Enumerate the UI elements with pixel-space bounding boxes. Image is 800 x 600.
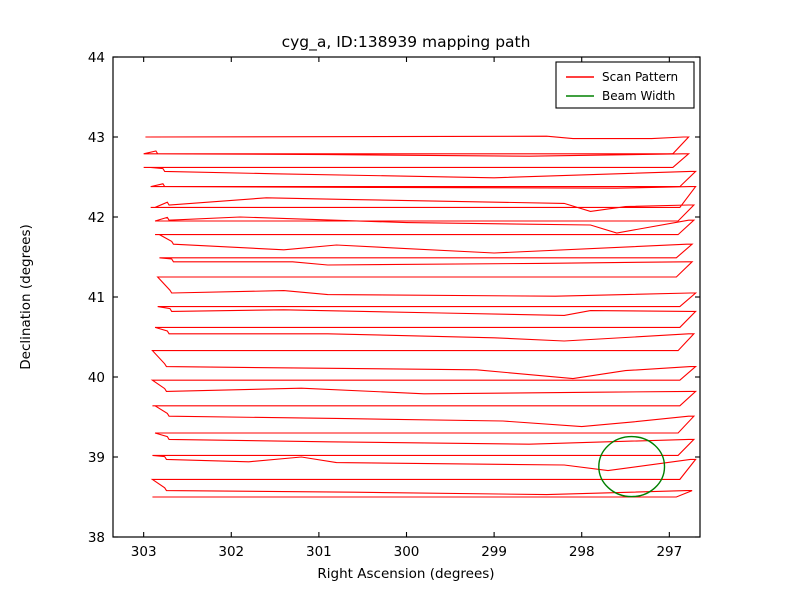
x-tick-label: 297	[656, 544, 682, 560]
y-tick-group: 38 39 40 41 42 43 44	[88, 50, 700, 546]
y-tick-label: 44	[88, 50, 105, 66]
scan-pattern-layer	[143, 135, 698, 498]
plot-frame	[112, 56, 701, 538]
beam-width-layer	[598, 435, 666, 498]
x-tick-label: 300	[394, 544, 420, 560]
x-tick-label: 298	[569, 544, 595, 560]
legend[interactable]: Scan Pattern Beam Width	[555, 61, 695, 109]
y-tick-label: 38	[88, 530, 105, 546]
chart-title: cyg_a, ID:138939 mapping path	[282, 33, 531, 52]
x-axis-label: Right Ascension (degrees)	[317, 566, 494, 582]
x-tick-label: 299	[481, 544, 507, 560]
legend-label-scan-pattern: Scan Pattern	[602, 70, 678, 84]
scan-pattern-path	[143, 135, 698, 498]
y-tick-label: 43	[88, 130, 105, 146]
legend-frame	[555, 61, 695, 109]
beam-width-circle	[598, 435, 666, 498]
x-tick-label: 301	[306, 544, 332, 560]
y-axis-label: Declination (degrees)	[18, 224, 34, 369]
x-tick-label: 303	[131, 544, 157, 560]
legend-label-beam-width: Beam Width	[602, 89, 675, 103]
y-tick-label: 39	[88, 450, 105, 466]
y-tick-label: 41	[88, 290, 105, 306]
x-tick-label: 302	[218, 544, 244, 560]
y-tick-label: 42	[88, 210, 105, 226]
x-tick-group: 303 302 301 300 299 298 297	[131, 57, 682, 560]
y-tick-label: 40	[88, 370, 105, 386]
